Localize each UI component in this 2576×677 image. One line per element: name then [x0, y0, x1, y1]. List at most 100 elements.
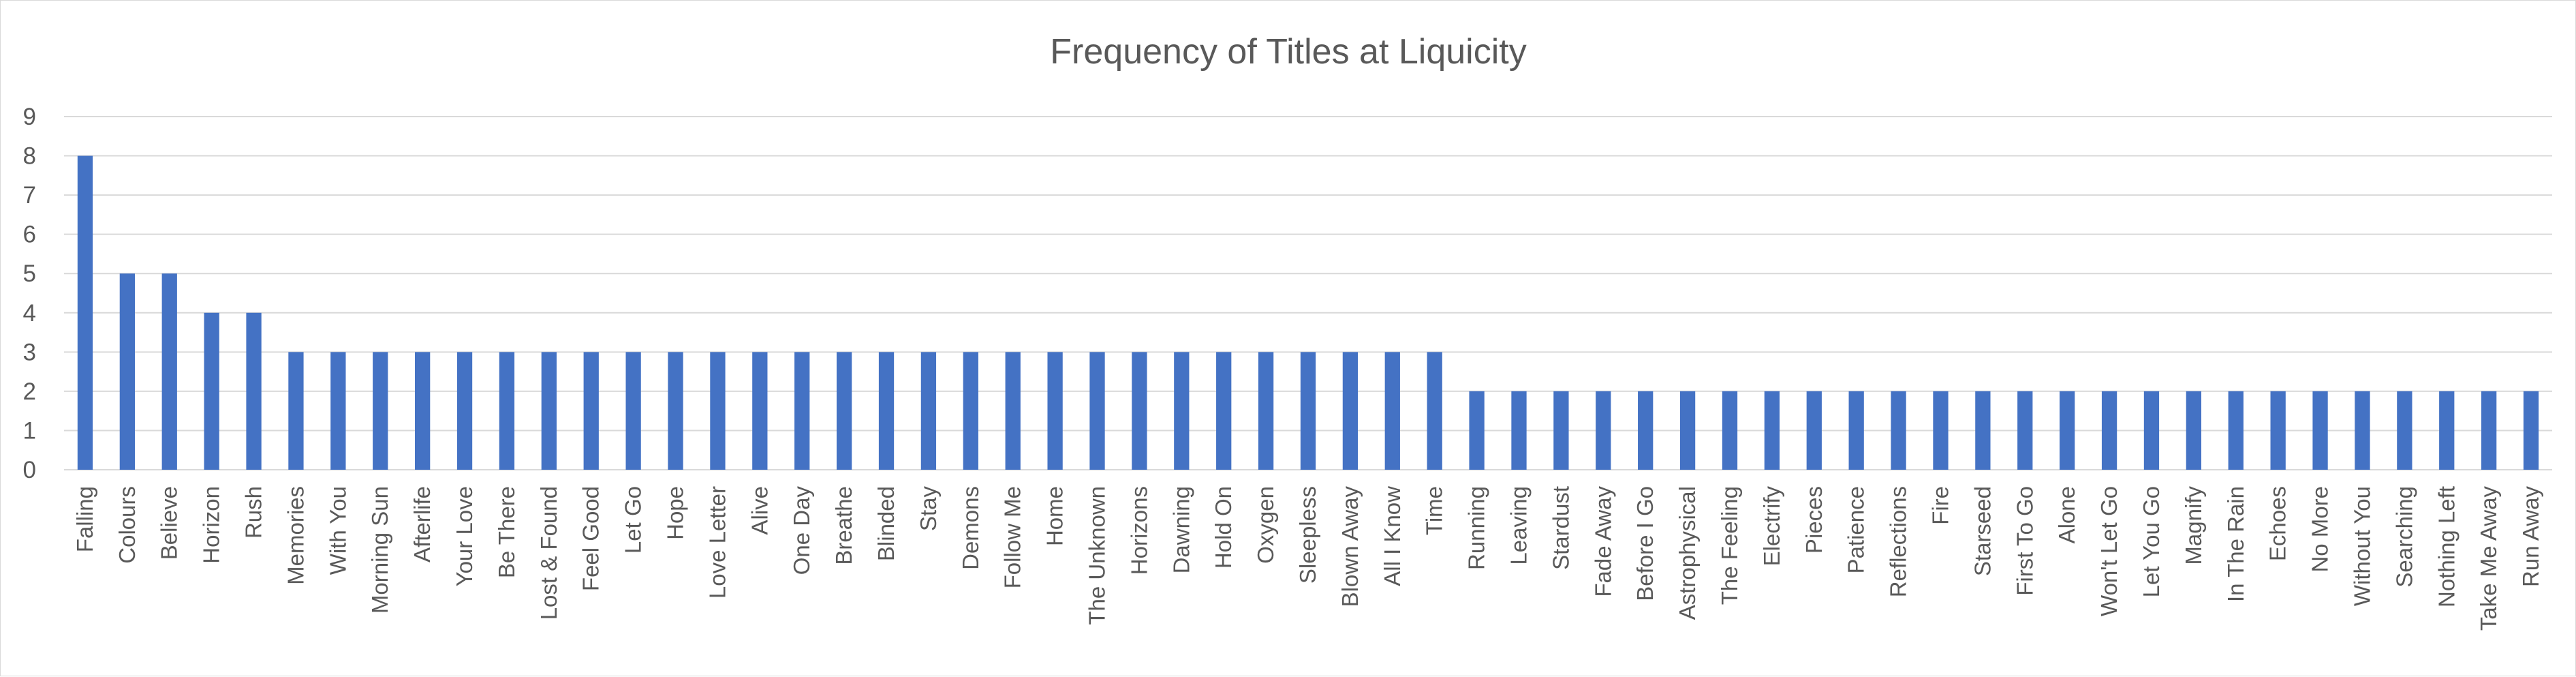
x-category-label: Hope: [663, 486, 688, 540]
bar: [1384, 352, 1400, 470]
y-tick-label: 7: [23, 182, 36, 209]
x-category-label: The Feeling: [1717, 486, 1742, 605]
bar: [541, 352, 557, 470]
x-category-label: Breathe: [831, 486, 856, 565]
bar: [204, 312, 219, 470]
x-category-label: Time: [1422, 486, 1447, 535]
bar: [1764, 391, 1780, 470]
x-category-label: In The Rain: [2223, 486, 2248, 602]
gridlines: [64, 116, 2552, 470]
bar: [1132, 352, 1147, 470]
bar: [2101, 391, 2117, 470]
x-category-label: Home: [1042, 486, 1068, 546]
bar: [1342, 352, 1359, 470]
x-category-label: Horizon: [199, 486, 224, 564]
bar: [77, 155, 93, 470]
x-category-label: All I Know: [1380, 486, 1405, 586]
x-category-label: Fire: [1927, 486, 1953, 525]
bar: [1638, 391, 1654, 470]
bar: [2439, 391, 2455, 470]
y-tick-label: 3: [23, 339, 36, 365]
bar: [1216, 352, 1232, 470]
bar: [2312, 391, 2328, 470]
x-category-label: Run Away: [2518, 486, 2543, 587]
x-category-label: Alone: [2054, 486, 2079, 543]
y-tick-label: 6: [23, 222, 36, 248]
x-category-label: Feel Good: [578, 486, 604, 591]
x-category-label: Colours: [114, 486, 140, 564]
bar: [1511, 391, 1527, 470]
bar: [1005, 352, 1021, 470]
bar: [1679, 391, 1696, 470]
bar: [2270, 391, 2286, 470]
bars: [77, 155, 2539, 470]
x-category-label: Rush: [241, 486, 266, 539]
x-category-label: Echoes: [2265, 486, 2291, 561]
x-category-label: Nothing Left: [2434, 486, 2459, 607]
bar: [288, 352, 304, 470]
bar: [878, 352, 895, 470]
y-tick-label: 8: [23, 143, 36, 170]
bar: [119, 273, 135, 470]
bar: [794, 352, 810, 470]
y-tick-label: 4: [23, 300, 36, 327]
x-category-label: Lost & Found: [536, 486, 561, 620]
bar: [836, 352, 852, 470]
x-category-label: Stardust: [1548, 486, 1573, 570]
bar: [710, 352, 726, 470]
bar: [1258, 352, 1274, 470]
x-category-label: Let You Go: [2139, 486, 2164, 597]
bar: [2017, 391, 2033, 470]
bar: [2143, 391, 2160, 470]
bar: [2228, 391, 2244, 470]
bar: [2186, 391, 2202, 470]
x-category-label: Your Love: [452, 486, 477, 586]
bar: [2397, 391, 2412, 470]
bar: [920, 352, 937, 470]
x-category-label: Reflections: [1886, 486, 1911, 597]
chart-title: Frequency of Titles at Liquicity: [1050, 32, 1526, 72]
bar: [1047, 352, 1063, 470]
x-category-label: Sleepless: [1295, 486, 1320, 584]
bar: [963, 352, 978, 470]
bar: [625, 352, 641, 470]
x-category-label: With You: [325, 486, 350, 575]
y-tick-label: 5: [23, 260, 36, 287]
x-category-label: Patience: [1844, 486, 1869, 573]
bar: [1975, 391, 1991, 470]
x-category-label: Love Letter: [704, 486, 730, 599]
bar: [1427, 352, 1442, 470]
x-category-label: Fade Away: [1590, 486, 1615, 597]
x-category-label: Blinded: [873, 486, 899, 561]
x-category-label: The Unknown: [1085, 486, 1110, 625]
x-category-label: Take Me Away: [2476, 486, 2501, 631]
x-category-label: Dawning: [1168, 486, 1194, 573]
bar: [668, 352, 683, 470]
bar: [1848, 391, 1864, 470]
x-category-label: Blown Away: [1337, 486, 1363, 607]
bar: [373, 352, 388, 470]
x-category-label: Starseed: [1970, 486, 1995, 576]
bar: [752, 352, 768, 470]
y-tick-label: 0: [23, 457, 36, 483]
x-category-label: Electrify: [1759, 486, 1784, 567]
bar: [499, 352, 515, 470]
x-axis-category-labels: Falling Colours Believe Horizon Rush Memories…: [72, 486, 2543, 631]
bar: [1174, 352, 1190, 470]
x-category-label: No More: [2308, 486, 2333, 573]
bar: [161, 273, 177, 470]
x-category-label: Searching: [2391, 486, 2417, 588]
x-category-label: Horizons: [1126, 486, 1151, 575]
bar: [1300, 352, 1316, 470]
x-category-label: Falling: [72, 486, 97, 552]
x-category-label: Afterlife: [409, 486, 435, 562]
x-category-label: Stay: [916, 486, 941, 532]
x-category-label: Believe: [157, 486, 182, 560]
x-category-label: Alive: [747, 486, 772, 535]
x-category-label: Pieces: [1801, 486, 1827, 554]
bar: [2481, 391, 2497, 470]
bar: [2523, 391, 2539, 470]
bar: [1596, 391, 1611, 470]
